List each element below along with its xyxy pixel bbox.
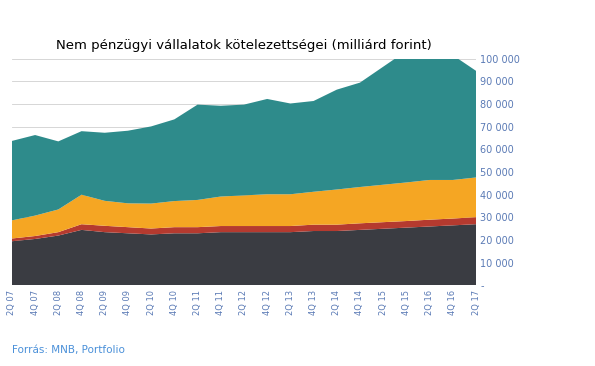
Text: Forrás: MNB, Portfolio: Forrás: MNB, Portfolio <box>12 345 125 355</box>
Title: Nem pénzügyi vállalatok kötelezettségei (milliárd forint): Nem pénzügyi vállalatok kötelezettségei … <box>56 39 432 52</box>
